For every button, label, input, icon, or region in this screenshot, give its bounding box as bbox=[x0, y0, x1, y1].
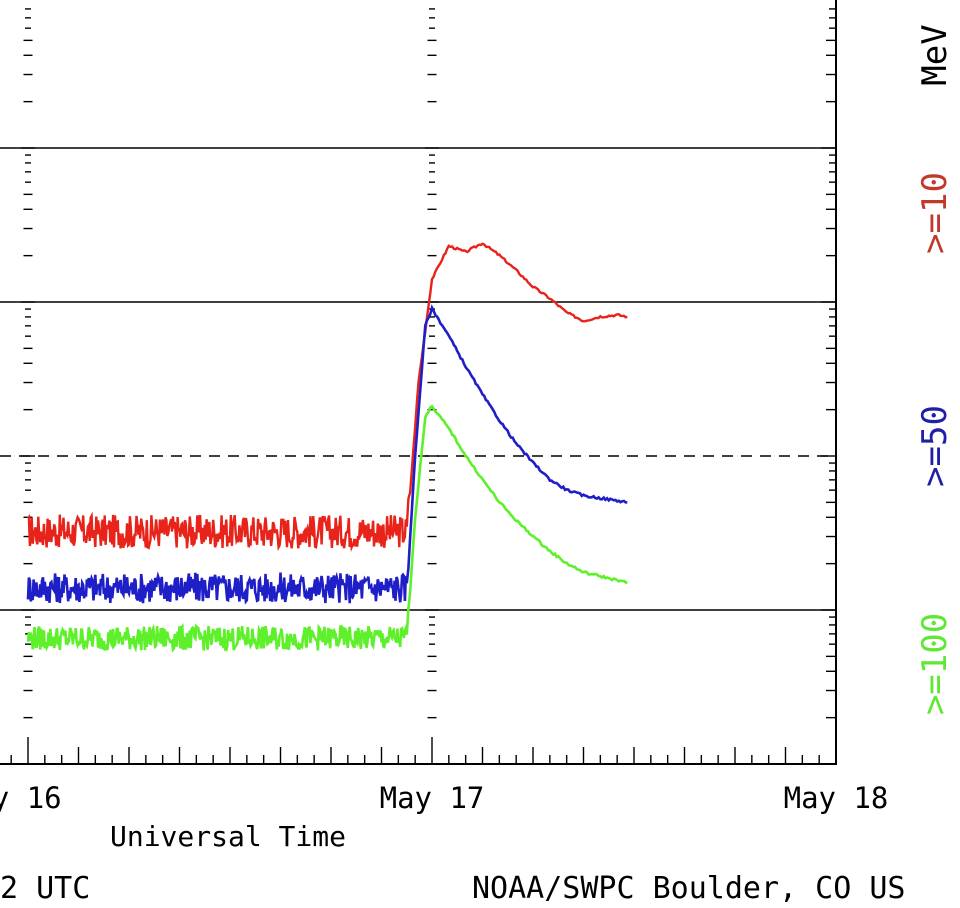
axis-ticks bbox=[10, 8, 835, 763]
legend: MeV >=10 >=50 >=100 bbox=[915, 24, 955, 715]
legend-ge50: >=50 bbox=[915, 405, 955, 487]
series-group bbox=[26, 242, 628, 653]
x-tick-label: May 18 bbox=[784, 781, 889, 815]
series-line-ge100 bbox=[26, 404, 628, 653]
series-line-ge10 bbox=[27, 242, 628, 552]
footer-left: 2 UTC bbox=[0, 871, 90, 906]
x-axis-label: Universal Time bbox=[110, 820, 346, 853]
footer-right: NOAA/SWPC Boulder, CO US bbox=[472, 871, 905, 906]
x-tick-label: ay 16 bbox=[0, 781, 62, 815]
legend-ge10: >=10 bbox=[915, 172, 955, 254]
chart-grid bbox=[0, 147, 835, 611]
x-tick-labels: ay 16 May 17 May 18 bbox=[0, 781, 888, 815]
legend-ge100: >=100 bbox=[915, 613, 955, 715]
legend-unit: MeV bbox=[915, 24, 955, 85]
series-line-ge50 bbox=[26, 304, 628, 605]
x-tick-label: May 17 bbox=[380, 781, 485, 815]
plot-frame bbox=[0, 0, 837, 765]
